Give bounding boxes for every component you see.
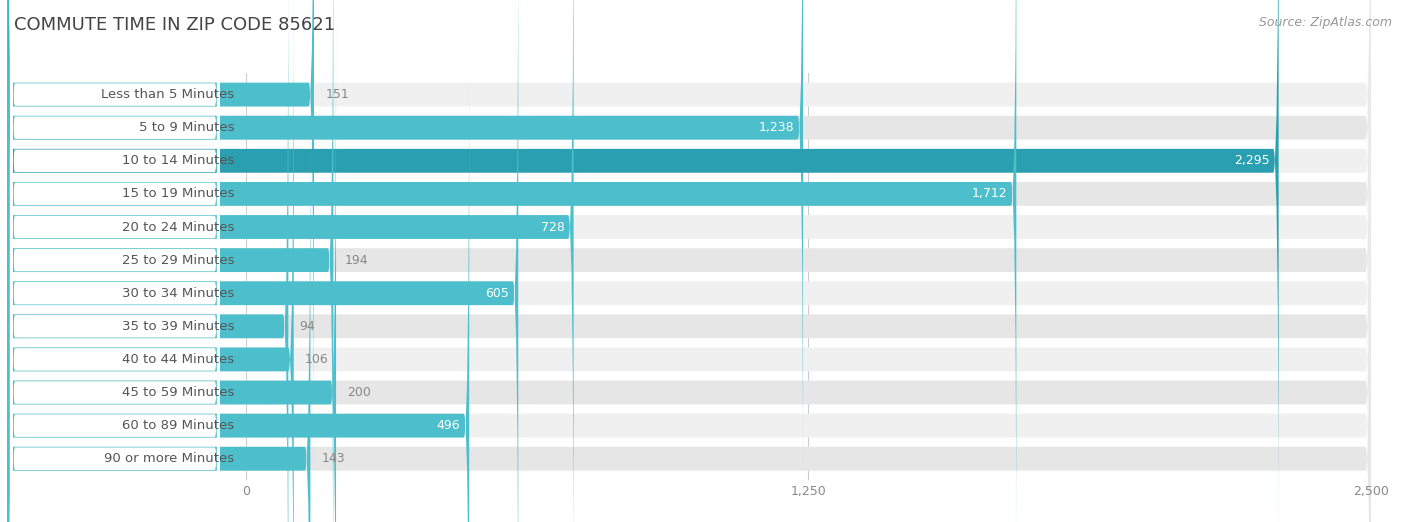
- FancyBboxPatch shape: [7, 0, 1371, 480]
- FancyBboxPatch shape: [7, 7, 336, 522]
- Text: 5 to 9 Minutes: 5 to 9 Minutes: [139, 121, 235, 134]
- Text: 35 to 39 Minutes: 35 to 39 Minutes: [122, 320, 235, 333]
- FancyBboxPatch shape: [7, 0, 574, 522]
- FancyBboxPatch shape: [7, 0, 288, 522]
- Text: 25 to 29 Minutes: 25 to 29 Minutes: [122, 254, 235, 267]
- FancyBboxPatch shape: [7, 0, 1371, 522]
- Text: 10 to 14 Minutes: 10 to 14 Minutes: [122, 155, 235, 168]
- FancyBboxPatch shape: [7, 0, 1017, 522]
- Text: 143: 143: [322, 452, 346, 465]
- FancyBboxPatch shape: [7, 40, 470, 522]
- FancyBboxPatch shape: [7, 74, 311, 522]
- FancyBboxPatch shape: [10, 0, 219, 522]
- FancyBboxPatch shape: [7, 0, 519, 522]
- Text: 20 to 24 Minutes: 20 to 24 Minutes: [122, 220, 235, 233]
- FancyBboxPatch shape: [7, 0, 1371, 522]
- FancyBboxPatch shape: [10, 0, 219, 481]
- FancyBboxPatch shape: [10, 0, 219, 522]
- Text: 40 to 44 Minutes: 40 to 44 Minutes: [122, 353, 235, 366]
- Text: Less than 5 Minutes: Less than 5 Minutes: [101, 88, 235, 101]
- Text: 60 to 89 Minutes: 60 to 89 Minutes: [122, 419, 235, 432]
- Text: 106: 106: [305, 353, 329, 366]
- Text: 30 to 34 Minutes: 30 to 34 Minutes: [122, 287, 235, 300]
- FancyBboxPatch shape: [10, 0, 219, 522]
- Text: 496: 496: [437, 419, 460, 432]
- Text: 1,238: 1,238: [758, 121, 794, 134]
- FancyBboxPatch shape: [7, 0, 1371, 522]
- Text: 1,712: 1,712: [972, 187, 1007, 200]
- Text: 90 or more Minutes: 90 or more Minutes: [104, 452, 235, 465]
- Text: 94: 94: [299, 320, 315, 333]
- FancyBboxPatch shape: [7, 0, 1371, 522]
- FancyBboxPatch shape: [10, 0, 219, 522]
- FancyBboxPatch shape: [7, 0, 1371, 513]
- FancyBboxPatch shape: [10, 73, 219, 522]
- Text: COMMUTE TIME IN ZIP CODE 85621: COMMUTE TIME IN ZIP CODE 85621: [14, 16, 335, 33]
- FancyBboxPatch shape: [10, 106, 219, 522]
- FancyBboxPatch shape: [7, 0, 294, 522]
- Text: 151: 151: [325, 88, 349, 101]
- FancyBboxPatch shape: [10, 0, 219, 447]
- FancyBboxPatch shape: [7, 40, 1371, 522]
- FancyBboxPatch shape: [7, 74, 1371, 522]
- FancyBboxPatch shape: [7, 0, 314, 480]
- Text: 15 to 19 Minutes: 15 to 19 Minutes: [122, 187, 235, 200]
- FancyBboxPatch shape: [10, 7, 219, 522]
- FancyBboxPatch shape: [10, 0, 219, 514]
- FancyBboxPatch shape: [7, 0, 1278, 522]
- Text: 200: 200: [347, 386, 371, 399]
- FancyBboxPatch shape: [7, 0, 1371, 522]
- FancyBboxPatch shape: [7, 7, 1371, 522]
- FancyBboxPatch shape: [10, 0, 219, 522]
- Text: 194: 194: [344, 254, 368, 267]
- FancyBboxPatch shape: [7, 0, 803, 513]
- Text: 728: 728: [541, 220, 565, 233]
- FancyBboxPatch shape: [10, 40, 219, 522]
- Text: Source: ZipAtlas.com: Source: ZipAtlas.com: [1258, 16, 1392, 29]
- FancyBboxPatch shape: [7, 0, 1371, 522]
- FancyBboxPatch shape: [7, 0, 1371, 522]
- Text: 45 to 59 Minutes: 45 to 59 Minutes: [122, 386, 235, 399]
- Text: 2,295: 2,295: [1234, 155, 1270, 168]
- Text: 605: 605: [485, 287, 509, 300]
- FancyBboxPatch shape: [7, 0, 333, 522]
